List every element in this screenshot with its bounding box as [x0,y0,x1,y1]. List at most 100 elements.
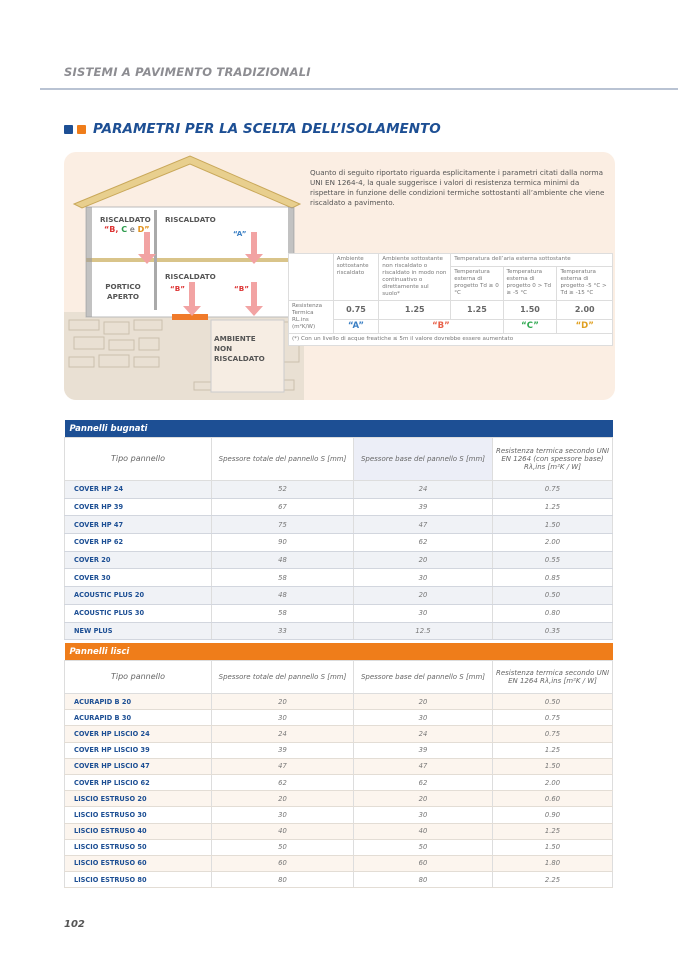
table-cell: LISCIO ESTRUSO 50 [64,839,212,856]
table-cell: 1.80 [492,855,613,873]
table-cell: 30 [211,806,354,824]
table-row: LISCIO ESTRUSO 50 50 50 1.50 [64,839,613,856]
table-cell: 12.5 [353,622,493,641]
table-cell: 39 [211,742,354,759]
table-row: LISCIO ESTRUSO 40 40 40 1.25 [64,823,613,840]
table-row: COVER HP 62 90 62 2.00 [64,533,613,552]
table-cell: 1.50 [492,758,613,775]
table-cell: 60 [211,855,354,873]
table-cell: 80 [211,871,354,889]
table-cell: 40 [353,823,493,840]
table-cell: COVER 20 [64,551,212,570]
table-cell: 24 [211,725,354,743]
intro-text: Quanto di seguito riportato riguarda esp… [310,168,605,207]
table-cell: 0.55 [492,551,613,570]
table-cell: 75 [211,515,354,535]
table-cell: 40 [211,823,354,840]
table-row: NEW PLUS 33 12.5 0.35 [64,622,613,641]
section-title: PARAMETRI PER LA SCELTA DELL’ISOLAMENTO [64,121,441,137]
table-cell: 30 [211,709,354,727]
table-cell: 47 [353,758,493,775]
table-cell: 20 [211,693,354,711]
table-cell: 30 [353,568,493,588]
table-row: ACURAPID B 30 30 30 0.75 [64,709,613,727]
table-cell: 90 [211,533,354,552]
table-row: LISCIO ESTRUSO 80 80 80 2.25 [64,871,613,889]
table-cell: 2.00 [492,774,613,792]
table-row: COVER HP LISCIO 24 24 24 0.75 [64,725,613,743]
blue-square-icon [64,124,73,134]
table-cell: 0.50 [492,693,613,711]
table-row: COVER HP 47 75 47 1.50 [64,515,613,535]
orange-square-icon [77,124,86,134]
table-cell: 33 [211,622,354,641]
table-cell: COVER HP 47 [64,515,212,535]
label-b2: “B” [234,284,249,293]
table-cell: COVER HP LISCIO 39 [64,742,212,759]
table-cell: 20 [211,790,354,808]
table-cell: 62 [211,774,354,792]
table-cell: 39 [353,742,493,759]
table-cell: 20 [353,790,493,808]
table-cell: COVER HP LISCIO 62 [64,774,212,792]
table-cell: 52 [211,480,354,499]
table-cell: 30 [353,604,493,623]
table-cell: 1.25 [492,742,613,759]
table-cell: 0.60 [492,790,613,808]
table-cell: 20 [353,586,493,605]
table-cell: 48 [211,586,354,605]
table-cell: LISCIO ESTRUSO 60 [64,855,212,873]
table-cell: 48 [211,551,354,570]
table-cell: 0.90 [492,806,613,824]
table-row: ACOUSTIC PLUS 20 48 20 0.50 [64,586,613,605]
table-cell: 47 [211,758,354,775]
table-row: COVER HP 39 67 39 1.25 [64,498,613,517]
table-cell: ACOUSTIC PLUS 30 [64,604,212,623]
table-cell: COVER 30 [64,568,212,588]
table-cell: 50 [211,839,354,856]
label-ambiente: AMBIENTE NON RISCALDATO [214,334,265,363]
table-cell: COVER HP LISCIO 24 [64,725,212,743]
label-riscaldato-top: RISCALDATO [165,215,216,224]
table-cell: LISCIO ESTRUSO 80 [64,871,212,889]
table-cell: 2.00 [492,533,613,552]
table-cell: 47 [353,515,493,535]
table-cell: 24 [353,480,493,499]
table-cell: 58 [211,604,354,623]
lisci-title: Pannelli lisci [64,643,613,661]
table-cell: 0.85 [492,568,613,588]
table-cell: 62 [353,774,493,792]
table-row: COVER HP 24 52 24 0.75 [64,480,613,499]
page-number: 102 [64,919,85,930]
table-cell: 30 [353,709,493,727]
table-row: LISCIO ESTRUSO 20 20 20 0.60 [64,790,613,808]
table-cell: LISCIO ESTRUSO 20 [64,790,212,808]
table-cell: 0.80 [492,604,613,623]
parameters-table: Ambiente sottostante riscaldato Ambiente … [288,253,613,346]
table-row: COVER HP LISCIO 39 39 39 1.25 [64,742,613,759]
heat-flow-arrows [138,232,263,316]
table-cell: 0.50 [492,586,613,605]
table-cell: 62 [353,533,493,552]
table-cell: LISCIO ESTRUSO 30 [64,806,212,824]
table-cell: 0.75 [492,709,613,727]
table-cell: 0.75 [492,480,613,499]
table-cell: COVER HP 24 [64,480,212,499]
table-cell: 20 [353,693,493,711]
header-divider [40,88,678,90]
table-cell: COVER HP 39 [64,498,212,517]
table-cell: 1.25 [492,823,613,840]
label-bcd: “B, C e D” [104,225,150,234]
table-row: COVER HP LISCIO 47 47 47 1.50 [64,758,613,775]
table-cell: COVER HP LISCIO 47 [64,758,212,775]
table-cell: 20 [353,551,493,570]
table-cell: ACOUSTIC PLUS 20 [64,586,212,605]
table-cell: 30 [353,806,493,824]
table-row: LISCIO ESTRUSO 60 60 60 1.80 [64,855,613,873]
label-riscaldato-left: RISCALDATO [100,215,151,224]
section-title-text: PARAMETRI PER LA SCELTA DELL’ISOLAMENTO [93,121,441,137]
bugnati-title: Pannelli bugnati [64,420,613,438]
table-cell: 50 [353,839,493,856]
table-row: ACOUSTIC PLUS 30 58 30 0.80 [64,604,613,623]
